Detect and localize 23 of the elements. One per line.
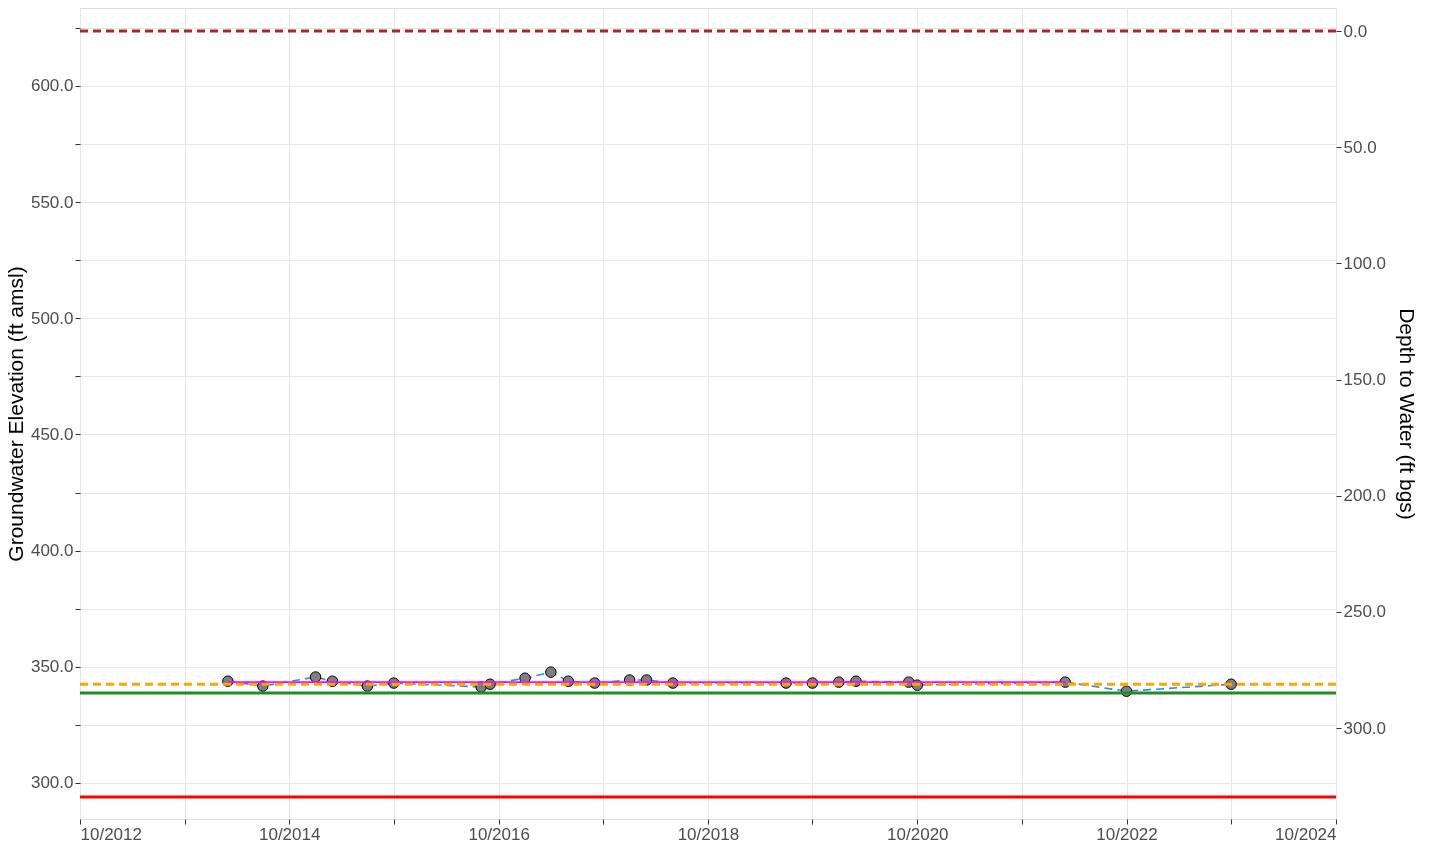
y2-tick-label: 100.0 [1343,253,1387,273]
y2-tick-label: 150.0 [1343,370,1387,390]
y-axis-title: Groundwater Elevation (ft amsl) [3,266,27,562]
x-tick-label: 10/2016 [468,824,530,844]
y-tick-label: 350.0 [30,657,74,677]
x-tick-label: 10/2022 [1096,824,1158,844]
x-tick-label: 10/2020 [887,824,949,844]
y-tick-label: 300.0 [30,773,74,793]
x-tick-label: 10/2012 [80,824,142,844]
x-tick-label: 10/2018 [677,824,740,844]
x-tick-label: 10/2014 [258,824,321,844]
y-tick-label: 400.0 [30,541,74,561]
y2-tick-label: 250.0 [1343,602,1387,622]
y-tick-label: 450.0 [30,424,74,444]
x-tick-label: 10/2024 [1275,824,1337,844]
y2-tick-label: 300.0 [1343,718,1387,738]
y2-tick-label: 50.0 [1343,137,1377,157]
y-tick-label: 500.0 [30,308,74,328]
y2-axis-title: Depth to Water (ft bgs) [1396,308,1420,520]
y-tick-label: 600.0 [30,76,74,96]
y2-tick-label: 0.0 [1343,21,1368,41]
y2-tick-label: 200.0 [1343,486,1387,506]
y-tick-label: 550.0 [30,192,74,212]
